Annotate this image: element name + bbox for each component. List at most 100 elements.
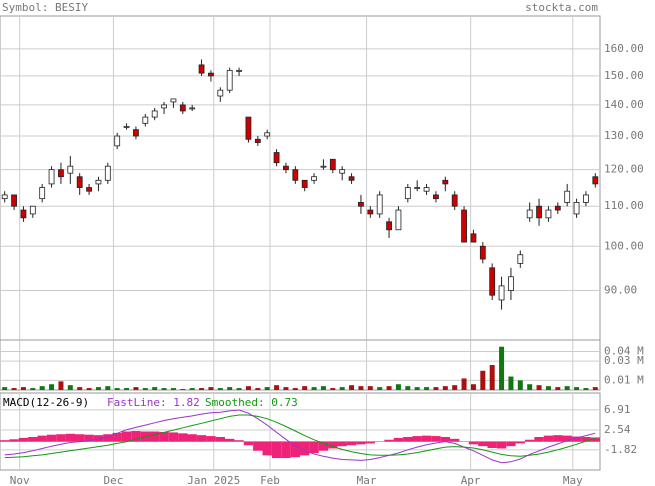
macd-histogram-bar <box>168 432 179 442</box>
panel-frame <box>0 392 601 471</box>
volume-bar <box>199 388 205 390</box>
volume-bar <box>517 380 523 390</box>
macd-histogram-bar <box>65 433 75 442</box>
macd-histogram-bar <box>187 434 197 442</box>
candle-body <box>245 116 252 140</box>
macd-histogram-bar <box>431 436 441 442</box>
candle-body <box>208 72 214 77</box>
candle-body <box>76 176 83 188</box>
y-tick-label: 110.00 <box>604 199 644 212</box>
candle-body <box>133 129 139 137</box>
macd-histogram-bar <box>356 441 366 445</box>
y-tick-label: 0.01 M <box>604 373 644 386</box>
candle-body <box>189 107 196 110</box>
x-tick-label: Apr <box>461 474 481 486</box>
macd-histogram-bar <box>206 436 216 442</box>
candle-body <box>179 104 186 112</box>
y-tick-label: 2.54 <box>604 423 631 436</box>
macd-histogram-bar <box>365 441 375 444</box>
candle-body <box>123 126 130 128</box>
candle-body <box>461 209 467 243</box>
macd-histogram-bar <box>234 440 244 442</box>
candle-body <box>301 179 308 188</box>
macd-histogram-bar <box>93 435 104 442</box>
volume-bar <box>592 387 598 390</box>
volume-bar <box>245 386 251 390</box>
volume-bar <box>395 384 401 390</box>
candle-body <box>114 135 121 147</box>
macd-histogram-bar <box>440 437 450 442</box>
volume-bar <box>330 388 336 390</box>
volume-bar <box>95 387 101 390</box>
candle-body <box>264 132 271 137</box>
y-tick-label: -1.82 <box>604 443 637 456</box>
volume-bar <box>574 387 580 390</box>
macd-histogram-bar <box>178 433 188 442</box>
candle-body <box>386 221 392 231</box>
candle-body <box>367 209 374 215</box>
volume-bar <box>86 388 92 390</box>
volume-bar <box>105 386 111 390</box>
volume-bar <box>302 386 308 390</box>
candle-body <box>226 69 233 91</box>
volume-bar <box>20 387 26 390</box>
macd-histogram-bar <box>562 435 572 442</box>
macd-histogram-bar <box>421 435 432 442</box>
volume-bar <box>377 387 383 390</box>
volume-bar <box>414 387 420 390</box>
macd-histogram-bar <box>525 439 535 442</box>
macd-histogram-bar <box>0 440 10 442</box>
candle-body <box>170 98 177 103</box>
macd-histogram-bar <box>300 441 310 456</box>
volume-bar <box>405 386 411 390</box>
candle-body <box>151 110 158 118</box>
macd-histogram-bar <box>309 441 319 454</box>
volume-bar <box>489 365 495 390</box>
volume-bar <box>555 387 561 390</box>
volume-bar <box>152 387 158 390</box>
volume-bar <box>292 388 298 390</box>
candle-body <box>311 176 317 181</box>
macd-histogram-bar <box>590 437 600 442</box>
volume-bar <box>339 387 345 390</box>
macd-histogram-bar <box>328 441 338 449</box>
volume-bar <box>77 387 83 390</box>
volume-bar <box>114 388 120 390</box>
volume-bar <box>133 387 139 390</box>
volume-bar <box>49 384 55 390</box>
volume-bar <box>208 387 214 390</box>
candle-body <box>254 138 261 143</box>
macd-histogram-bar <box>112 432 122 442</box>
y-tick-label: 90.00 <box>604 284 637 297</box>
candle-body <box>348 176 355 181</box>
macd-histogram-bar <box>215 437 225 442</box>
volume-bar <box>583 388 589 390</box>
candle-body <box>329 158 336 171</box>
macd-histogram-bar <box>253 441 263 451</box>
x-tick-label: Nov <box>10 474 30 486</box>
macd-histogram-bar <box>56 434 66 442</box>
candle-body <box>479 245 486 260</box>
candle-body <box>142 116 149 124</box>
legend-entry: Smoothed: 0.73 <box>205 396 298 409</box>
candle-body <box>395 209 402 231</box>
candle-body <box>161 104 167 109</box>
macd-line <box>4 409 596 464</box>
y-tick-label: 100.00 <box>604 239 644 252</box>
candle-body <box>39 187 46 200</box>
volume-bar <box>142 388 148 390</box>
macd-histogram-bar <box>28 437 38 442</box>
macd-histogram-bar <box>75 434 85 442</box>
macd-histogram-bar <box>46 434 57 442</box>
x-tick-label: Feb <box>260 474 280 486</box>
candle-body <box>451 194 458 207</box>
candle-body <box>48 169 55 185</box>
macd-histogram-bar <box>468 441 479 445</box>
x-tick-label: May <box>563 474 583 486</box>
x-tick-label: Dec <box>104 474 124 486</box>
candle-body <box>29 205 36 215</box>
macd-histogram-bar <box>393 437 404 442</box>
candle-body <box>526 209 533 219</box>
candle-body <box>292 169 299 181</box>
macd-title: MACD(12-26-9) <box>3 396 89 409</box>
